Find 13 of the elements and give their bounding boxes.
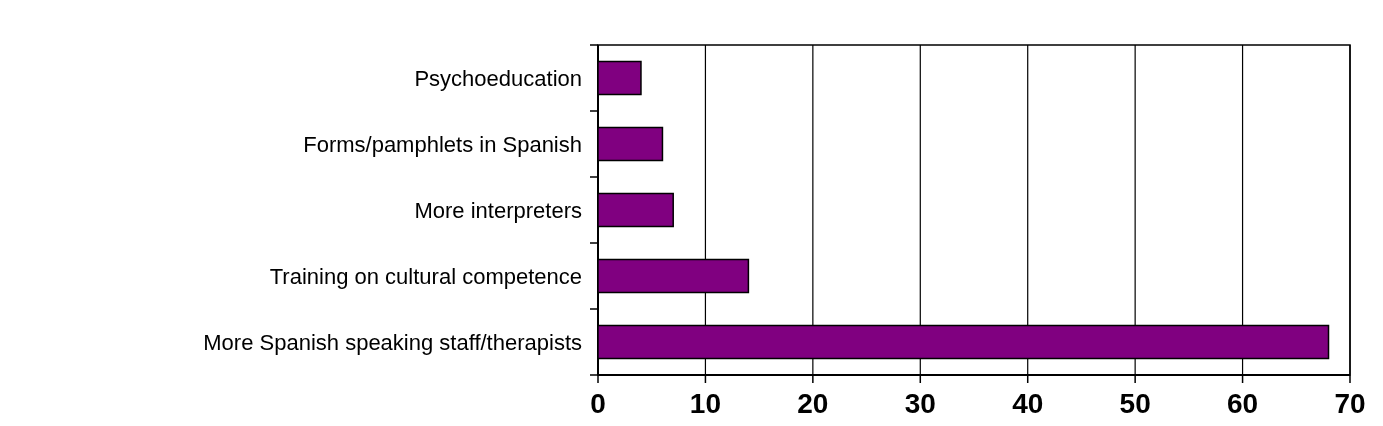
y-tick-label: More interpreters [414, 197, 582, 223]
x-tick-label: 10 [689, 388, 722, 419]
x-tick-label: 20 [797, 388, 829, 419]
x-tick-label: 30 [904, 388, 936, 419]
y-tick-label: More Spanish speaking staff/therapists [203, 329, 582, 355]
x-tick-label: 40 [1012, 388, 1044, 419]
y-tick-label: Training on cultural competence [269, 263, 582, 289]
x-tick-label: 60 [1226, 388, 1259, 419]
x-tick-label: 50 [1119, 388, 1151, 419]
y-tick-label: Psychoeducation [414, 65, 582, 91]
x-tick-label: 70 [1334, 388, 1366, 419]
x-tick-label: 0 [590, 388, 606, 419]
y-tick-label: Forms/pamphlets in Spanish [303, 131, 582, 157]
